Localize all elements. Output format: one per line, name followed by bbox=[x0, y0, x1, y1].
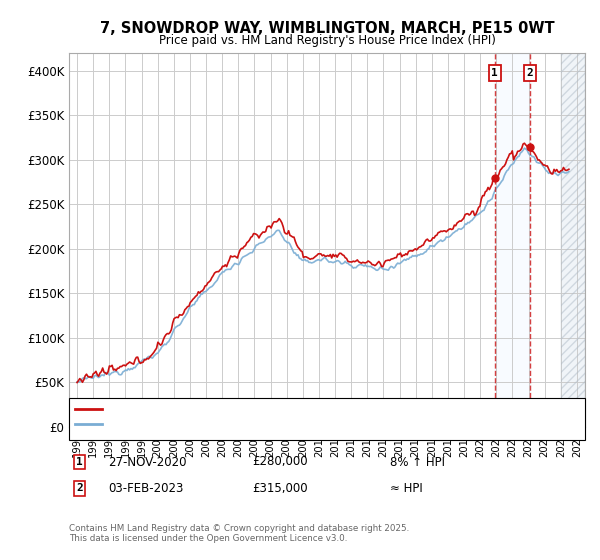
Bar bbox=[561, 53, 585, 427]
Text: 7, SNOWDROP WAY, WIMBLINGTON, MARCH, PE15 0WT (detached house): 7, SNOWDROP WAY, WIMBLINGTON, MARCH, PE1… bbox=[108, 404, 510, 413]
Text: 1: 1 bbox=[76, 457, 83, 467]
Text: 2: 2 bbox=[76, 483, 83, 493]
Text: HPI: Average price, detached house, Fenland: HPI: Average price, detached house, Fenl… bbox=[108, 419, 353, 429]
Text: 1: 1 bbox=[491, 68, 498, 78]
Text: Contains HM Land Registry data © Crown copyright and database right 2025.
This d: Contains HM Land Registry data © Crown c… bbox=[69, 524, 409, 543]
Bar bbox=[495, 53, 530, 427]
Text: ≈ HPI: ≈ HPI bbox=[390, 482, 423, 495]
Text: £280,000: £280,000 bbox=[252, 455, 308, 469]
Text: 03-FEB-2023: 03-FEB-2023 bbox=[108, 482, 184, 495]
Text: 27-NOV-2020: 27-NOV-2020 bbox=[108, 455, 187, 469]
Text: Price paid vs. HM Land Registry's House Price Index (HPI): Price paid vs. HM Land Registry's House … bbox=[158, 34, 496, 46]
Text: 2: 2 bbox=[527, 68, 533, 78]
Text: £315,000: £315,000 bbox=[252, 482, 308, 495]
Bar bbox=[561, 53, 585, 427]
Text: 8% ↑ HPI: 8% ↑ HPI bbox=[390, 455, 445, 469]
Text: 7, SNOWDROP WAY, WIMBLINGTON, MARCH, PE15 0WT: 7, SNOWDROP WAY, WIMBLINGTON, MARCH, PE1… bbox=[100, 21, 554, 36]
